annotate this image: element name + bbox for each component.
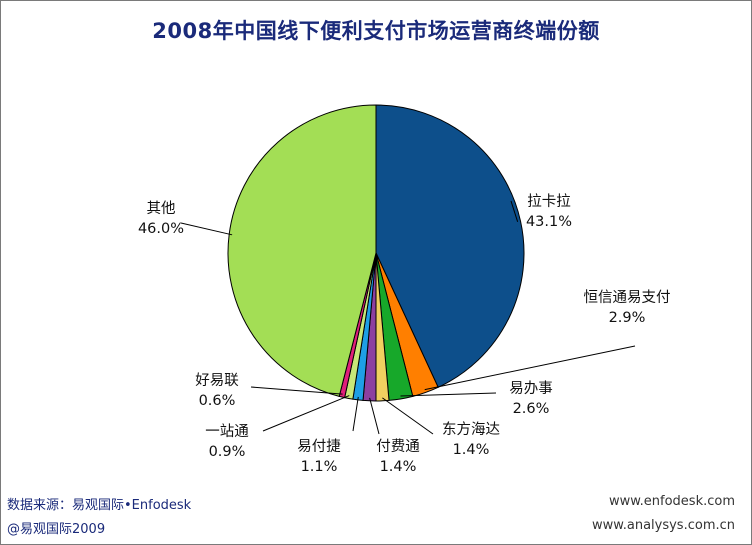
slice-name-label-9: 其他 xyxy=(147,200,176,217)
leader-line-5 xyxy=(369,397,380,435)
website-enfodesk: www.enfodesk.com xyxy=(608,494,735,509)
slice-value-label-3: 2.6% xyxy=(513,401,550,417)
leader-line-2 xyxy=(424,345,636,391)
slice-name-label-2: 恒信通易支付 xyxy=(584,289,671,306)
leader-line-1 xyxy=(510,200,519,222)
slice-value-label-9: 46.0% xyxy=(138,221,184,237)
slice-name-label-7: 一站通 xyxy=(205,423,249,440)
slice-name-label-3: 易办事 xyxy=(509,380,553,397)
chart-title: 2008年中国线下便利支付市场运营商终端份额 xyxy=(152,19,600,43)
slice-name-label-6: 易付捷 xyxy=(297,438,341,455)
slice-value-label-2: 2.9% xyxy=(609,310,646,326)
slice-value-label-8: 0.6% xyxy=(199,393,236,409)
slice-value-label-5: 1.4% xyxy=(380,459,417,475)
leader-line-4 xyxy=(382,397,434,435)
source-note: 数据来源：易观国际•Enfodesk xyxy=(7,498,192,513)
website-analysys: www.analysys.com.cn xyxy=(592,518,735,533)
pie-slice-1 xyxy=(375,104,525,388)
slice-value-label-1: 43.1% xyxy=(526,214,572,230)
slice-value-label-4: 1.4% xyxy=(453,442,490,458)
slice-name-label-4: 东方海达 xyxy=(442,421,500,438)
slice-name-label-8: 好易联 xyxy=(195,372,239,389)
leader-line-3 xyxy=(400,392,497,397)
copyright-note: @易观国际2009 xyxy=(7,522,106,537)
leader-line-9 xyxy=(180,222,233,236)
slice-name-label-5: 付费通 xyxy=(376,438,420,455)
leader-line-7 xyxy=(262,395,350,432)
leader-line-8 xyxy=(250,386,343,395)
slice-value-label-6: 1.1% xyxy=(301,459,338,475)
slice-name-label-1: 拉卡拉 xyxy=(527,193,571,210)
leader-line-6 xyxy=(352,396,359,432)
slice-value-label-7: 0.9% xyxy=(209,444,246,460)
